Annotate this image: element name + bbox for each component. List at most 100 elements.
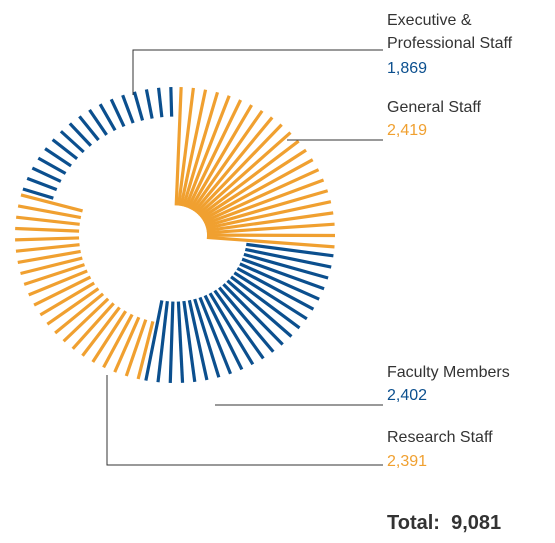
leader-line [106,375,383,466]
ray [208,292,255,366]
value-label: 2,402 [387,387,428,404]
slice [174,87,336,249]
ray [218,286,275,353]
ray [182,300,197,383]
ray [203,168,320,224]
category-label: Faculty Members [387,364,510,381]
ray [205,200,332,230]
ray [136,321,155,380]
ray [156,87,164,118]
ray [15,226,80,233]
ray [109,98,126,128]
ray [44,147,72,168]
ray [124,319,148,377]
ray [200,148,307,220]
value-label: 2,419 [387,122,428,139]
total: Total: 9,081 [387,512,501,535]
ray [243,252,329,280]
ray [15,215,80,226]
ray [51,138,79,160]
ray [204,178,325,226]
ray [20,193,83,213]
slice [15,193,155,380]
ray [33,275,92,307]
ray [156,301,169,383]
ray [168,301,175,383]
value-label: 2,391 [387,453,428,470]
ray [59,130,85,154]
ray [144,300,164,381]
ray [62,297,110,343]
ray [193,298,221,378]
value-label: 1,869 [387,60,428,77]
ray [71,302,115,350]
ray [222,283,284,346]
ray [206,222,335,235]
ray [177,87,195,206]
slice [22,87,174,200]
ray [20,256,83,276]
ray [46,287,100,326]
ray [186,99,243,209]
ray [88,108,108,136]
ray [201,158,314,222]
ray [187,299,209,381]
ray [179,89,208,207]
ray [121,94,135,124]
ray [193,116,274,213]
ray [181,91,220,207]
ray [23,263,85,286]
ray [17,204,82,220]
ray [197,131,292,216]
ray [174,87,183,206]
ray [213,289,265,360]
ray [91,310,128,363]
category-label: General Staff [387,99,481,116]
ray [236,266,315,311]
ray [144,89,154,119]
ray [81,306,121,357]
ray [241,257,325,291]
category-label: Research Staff [387,429,493,446]
ray [176,301,185,383]
ray [184,95,231,208]
ray [205,189,329,228]
ray [206,211,334,233]
ray [246,242,334,258]
ray [113,316,141,373]
ray [191,109,264,212]
ray [195,123,283,215]
ray [78,115,100,142]
ray [198,139,300,218]
ray [31,166,62,183]
ray [22,187,54,200]
ray [39,281,96,317]
ray [230,275,301,330]
ray [17,249,81,265]
ray [206,235,335,249]
ray [28,269,88,297]
ray [239,262,320,301]
total-label: Total: [387,512,440,534]
total-value: 9,081 [451,512,502,534]
ray [226,279,293,338]
ray [102,313,134,369]
ray [198,296,233,375]
ray [26,176,58,192]
leader-line [132,49,383,95]
ray [203,294,244,371]
ray [169,87,174,117]
ray [188,104,253,210]
ray [244,247,332,269]
ray [132,91,145,121]
slice [144,242,334,383]
category-label: Executive & Professional Staff [387,12,513,52]
ray [233,271,308,321]
ray [54,292,105,335]
ray [68,122,93,147]
ray [15,236,80,242]
ray [15,243,80,253]
ray [98,103,117,132]
